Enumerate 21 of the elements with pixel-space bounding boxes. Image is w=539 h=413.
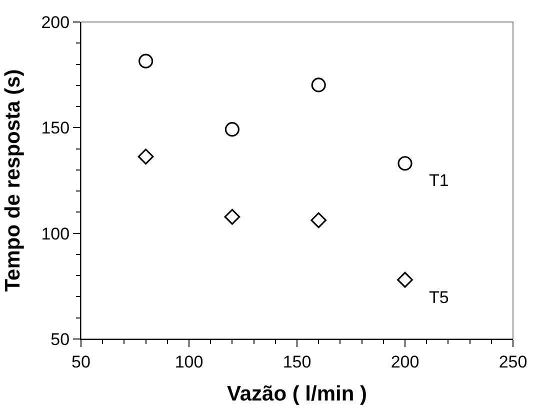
x-tick-label: 50 xyxy=(72,352,90,372)
point xyxy=(138,148,154,165)
y-axis-title: Tempo de resposta (s) xyxy=(1,69,24,292)
x-axis-title: Vazão ( l/min ) xyxy=(226,382,368,406)
x-tick-label: 150 xyxy=(282,352,312,372)
point xyxy=(224,122,240,137)
point xyxy=(310,212,327,228)
point xyxy=(398,156,412,171)
y-tick-label: 100 xyxy=(41,224,70,244)
series-label: T1 xyxy=(429,171,449,190)
point xyxy=(311,78,326,92)
point xyxy=(397,272,413,288)
point xyxy=(224,208,240,225)
x-tick-label: 100 xyxy=(174,352,204,372)
y-tick-label: 50 xyxy=(50,330,70,349)
point xyxy=(138,54,154,68)
y-tick-label: 150 xyxy=(41,118,70,138)
y-tick-label: 200 xyxy=(41,12,70,32)
x-tick-label: 250 xyxy=(498,352,528,372)
series-label: T5 xyxy=(429,288,449,307)
x-tick-label: 200 xyxy=(390,352,420,372)
